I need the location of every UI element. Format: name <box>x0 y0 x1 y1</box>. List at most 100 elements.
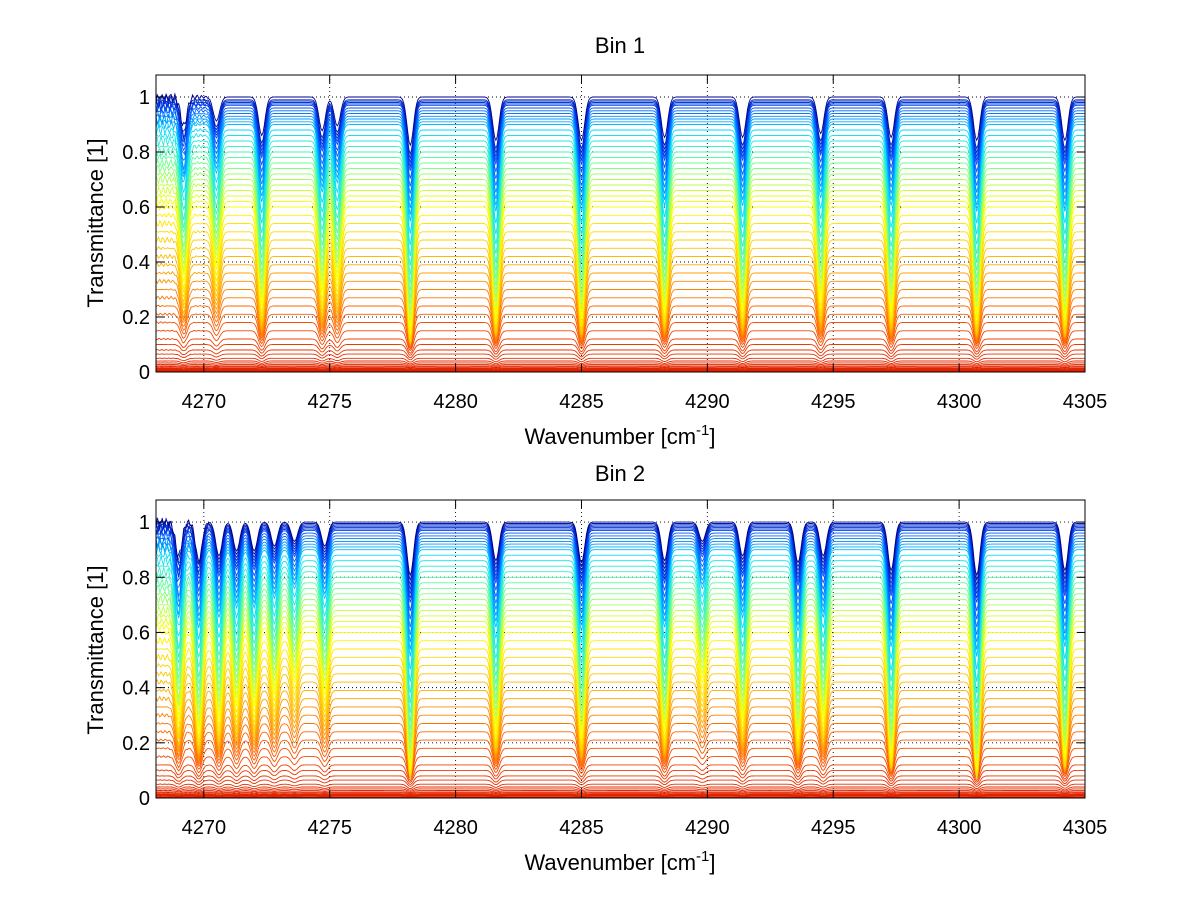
x-tick-label: 4295 <box>811 391 856 413</box>
series-line <box>156 153 1085 284</box>
series-line <box>156 261 1085 345</box>
series-line <box>156 329 1085 352</box>
series-line <box>156 662 1085 779</box>
x-axis-label-end: ] <box>709 850 715 875</box>
series-line <box>156 524 1085 603</box>
series-line <box>156 363 1085 367</box>
series-line <box>156 124 1085 234</box>
x-tick-label: 4285 <box>559 391 604 413</box>
series-group <box>156 517 1085 798</box>
x-tick-label: 4305 <box>1063 817 1108 839</box>
series-line <box>156 593 1085 744</box>
y-tick-label: 1 <box>139 87 150 109</box>
y-tick-label: 1 <box>139 512 150 534</box>
series-line <box>156 695 1085 779</box>
series-line <box>156 729 1085 778</box>
series-line <box>156 573 1085 714</box>
series-line <box>156 212 1085 335</box>
series-line <box>156 193 1085 325</box>
x-tick-label: 4275 <box>307 817 352 839</box>
x-tick-label: 4300 <box>937 817 982 839</box>
series-line <box>156 792 1085 795</box>
series-line <box>156 93 1085 156</box>
series-line <box>156 143 1085 266</box>
series-line <box>156 747 1085 779</box>
series-line <box>156 536 1085 635</box>
series-line <box>156 219 1085 339</box>
series-line <box>156 102 1085 179</box>
series-line <box>156 368 1085 371</box>
x-tick-label: 4305 <box>1063 391 1108 413</box>
x-axis-label-superscript: -1 <box>696 848 709 865</box>
series-line <box>156 522 1085 587</box>
series-line <box>156 617 1085 763</box>
series-line <box>156 578 1085 722</box>
y-tick-label: 0.2 <box>122 733 150 755</box>
series-line <box>156 722 1085 779</box>
series-line <box>156 343 1085 356</box>
series-line <box>156 353 1085 361</box>
series-line <box>156 367 1085 370</box>
x-tick-label: 4270 <box>182 817 227 839</box>
series-line <box>156 182 1085 316</box>
series-line <box>156 99 1085 169</box>
y-tick-label: 0.2 <box>122 307 150 329</box>
series-line <box>156 337 1085 354</box>
series-line <box>156 522 1085 594</box>
series-line <box>156 795 1085 797</box>
series-line <box>156 613 1085 759</box>
series-line <box>156 97 1085 164</box>
series-line <box>156 679 1085 779</box>
x-tick-label: 4280 <box>433 391 478 413</box>
series-line <box>156 566 1085 704</box>
chart-panel-bin-1: Bin 1 Transmittance [1] Wavenumber [cm-1… <box>83 33 1107 449</box>
x-tick-label: 4280 <box>433 817 478 839</box>
series-line <box>156 117 1085 215</box>
series-line <box>156 712 1085 779</box>
series-line <box>156 520 1085 591</box>
series-line <box>156 321 1085 350</box>
x-tick-label: 4290 <box>685 817 730 839</box>
series-line <box>156 790 1085 793</box>
series-line <box>156 779 1085 787</box>
chart-title: Bin 1 <box>595 33 645 58</box>
series-line <box>156 278 1085 348</box>
series-line <box>156 788 1085 792</box>
series-line <box>156 253 1085 345</box>
series-line <box>156 197 1085 328</box>
series-line <box>156 201 1085 331</box>
series-line <box>156 107 1085 194</box>
series-line <box>156 794 1085 797</box>
series-line <box>156 288 1085 348</box>
series-line <box>156 235 1085 343</box>
series-line <box>156 99 1085 171</box>
y-axis-label: Transmittance [1] <box>83 138 108 307</box>
chart-title: Bin 2 <box>595 461 645 486</box>
series-line <box>156 270 1085 346</box>
x-axis-label: Wavenumber [cm-1] <box>524 422 715 449</box>
series-line <box>156 652 1085 778</box>
series-line <box>156 738 1085 778</box>
y-tick-label: 0 <box>139 788 150 810</box>
series-line <box>156 529 1085 612</box>
series-line <box>156 605 1085 755</box>
x-axis-label: Wavenumber [cm-1] <box>524 848 715 875</box>
series-line <box>156 357 1085 363</box>
series-line <box>156 564 1085 694</box>
x-tick-label: 4295 <box>811 817 856 839</box>
series-line <box>156 539 1085 643</box>
series-line <box>156 185 1085 321</box>
series-line <box>156 552 1085 670</box>
series-line <box>156 158 1085 292</box>
series-line <box>156 362 1085 366</box>
x-tick-label: 4275 <box>307 391 352 413</box>
series-line <box>156 365 1085 368</box>
series-line <box>156 647 1085 776</box>
series-line <box>156 170 1085 305</box>
series-line <box>156 636 1085 773</box>
series-line <box>156 769 1085 783</box>
series-line <box>156 621 1085 767</box>
series-line <box>156 146 1085 276</box>
series-line <box>156 360 1085 365</box>
